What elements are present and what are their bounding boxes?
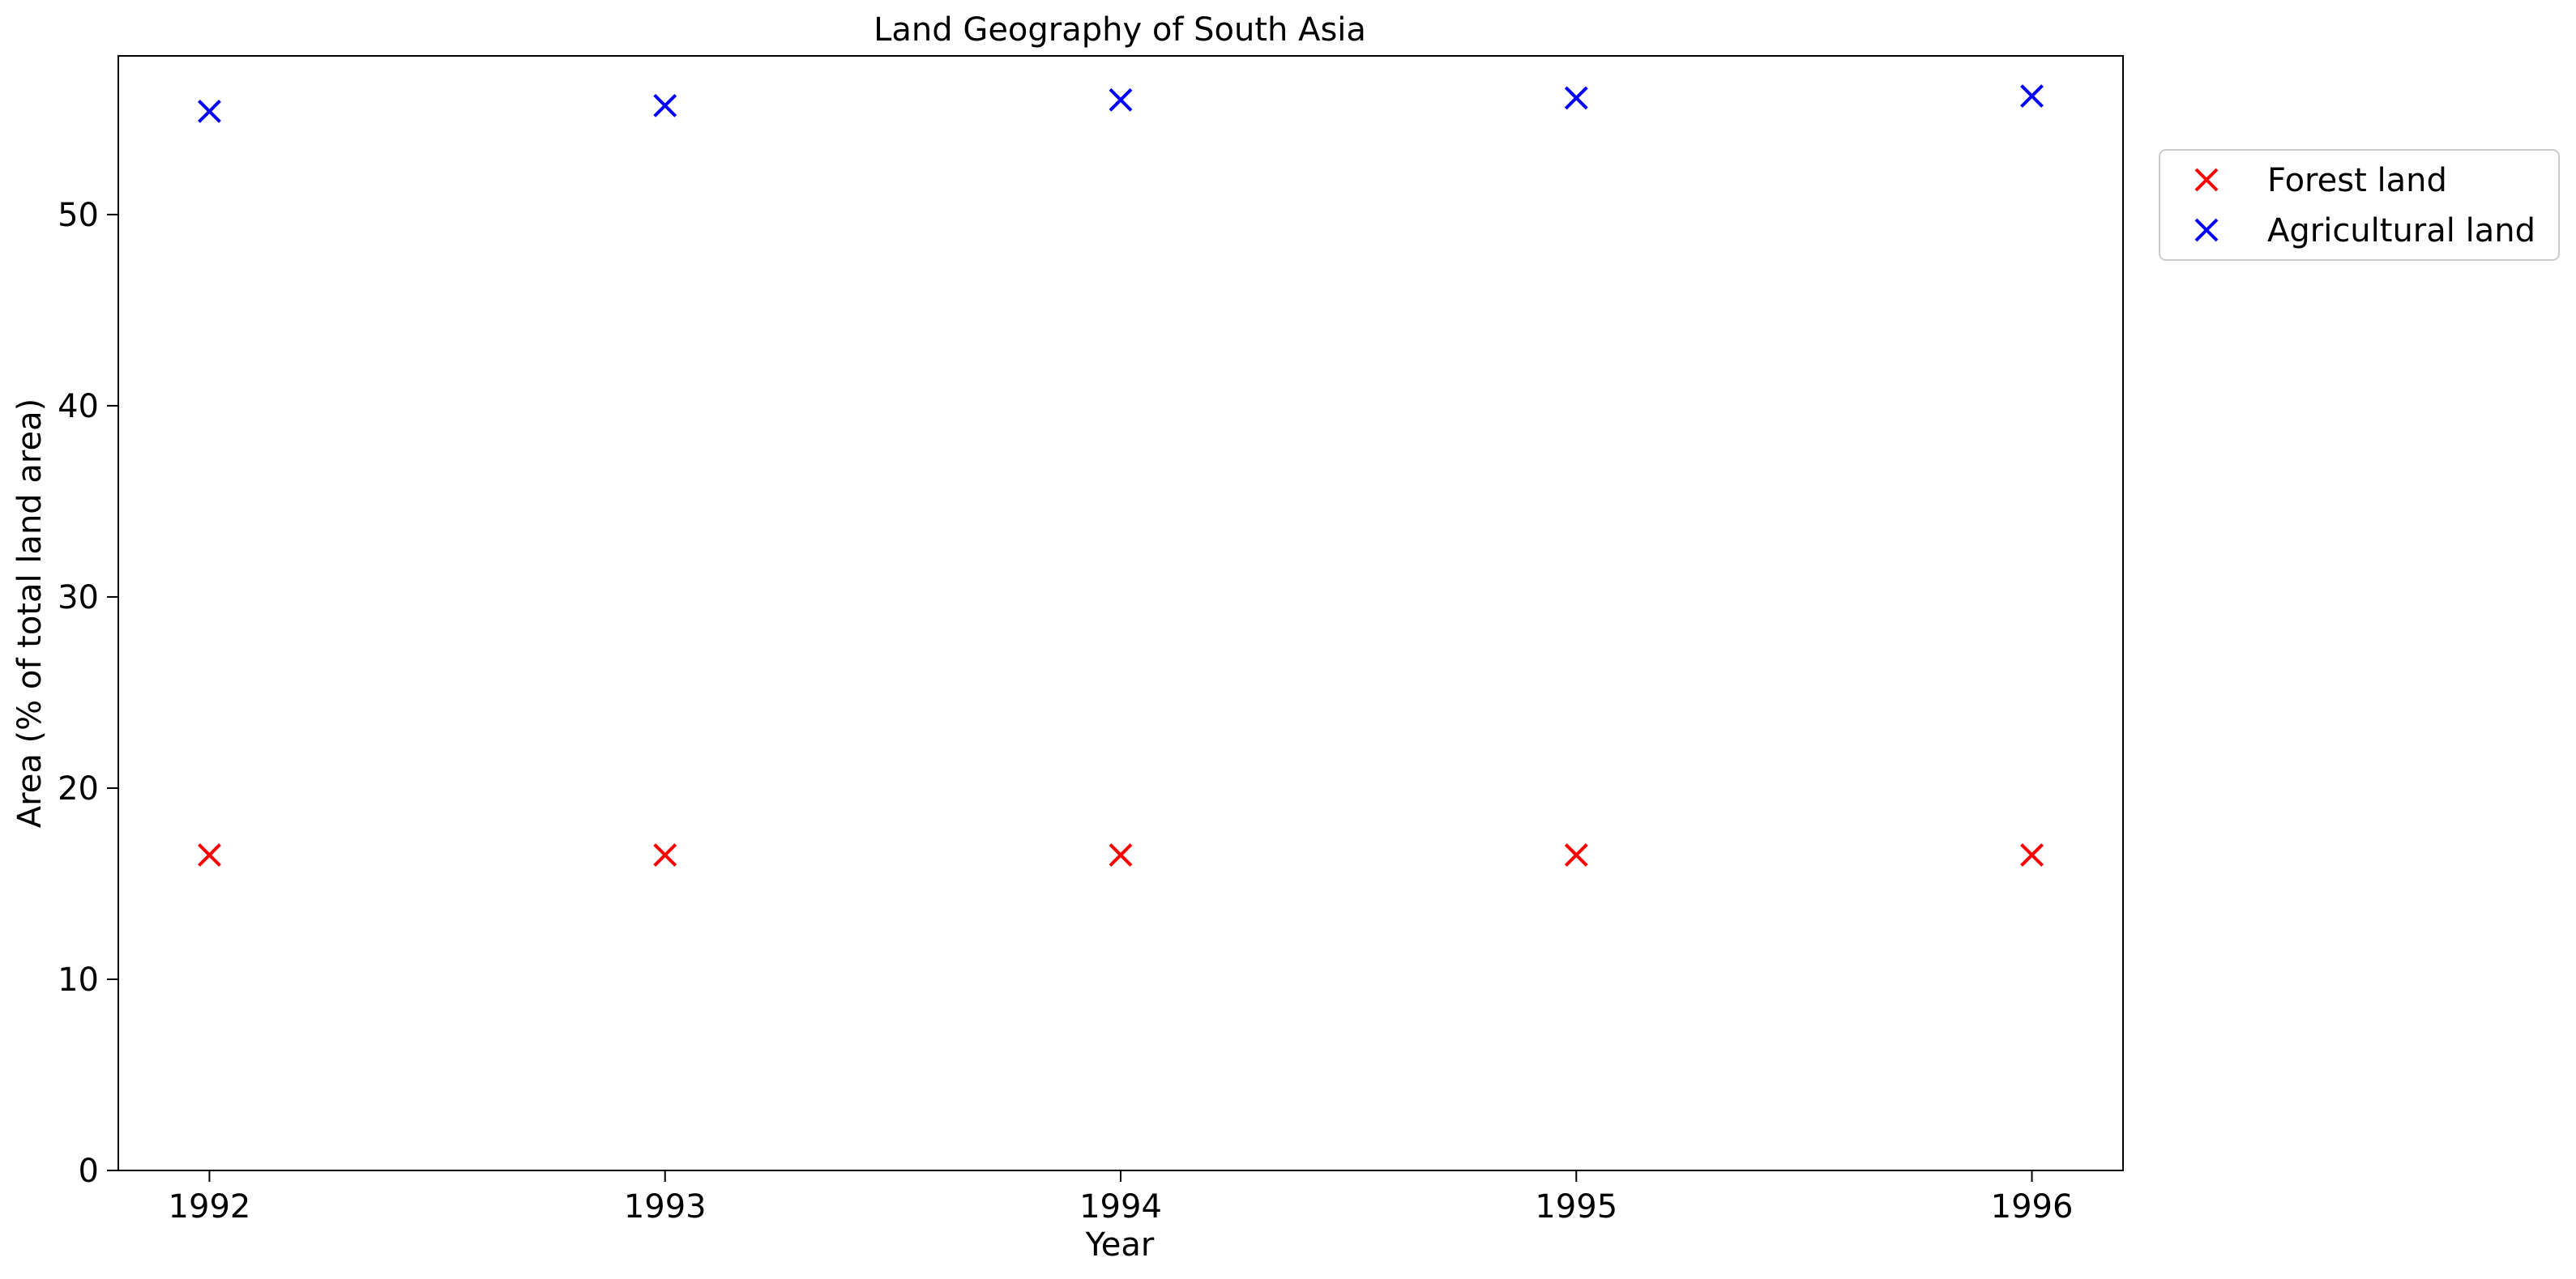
legend: Forest land Agricultural land [2159,149,2560,261]
y-tick-label: 50 [58,197,99,234]
forest-land-point [198,843,221,867]
data-points [198,84,2044,867]
x-tick-label: 1993 [624,1188,707,1226]
y-tick-label: 40 [58,388,99,425]
x-tick-label: 1996 [1991,1188,2074,1226]
legend-label-agricultural-land: Agricultural land [2267,212,2535,249]
forest-land-point [1564,843,1588,867]
y-axis-title: Area (% of total land area) [11,399,49,828]
agricultural-land-point [653,93,677,117]
agricultural-land-point [1109,87,1133,112]
forest-land-point [653,843,677,867]
legend-marker-agricultural-land [2194,218,2219,242]
x-tick-label: 1992 [169,1188,251,1226]
x-axis-ticks: 1992 1993 1994 1995 1996 [169,1170,2074,1226]
agricultural-land-point [1564,86,1588,110]
agricultural-land-point [198,100,221,123]
legend-marker-forest-land [2194,168,2219,192]
x-axis-title: Year [1085,1226,1155,1264]
agricultural-land-point [2020,84,2044,108]
y-tick-label: 20 [58,770,99,808]
x-tick-label: 1994 [1079,1188,1162,1226]
plot-frame [117,55,2124,1171]
forest-land-point [2020,843,2044,867]
y-axis-ticks: 0 10 20 30 40 50 [58,197,118,1190]
y-tick-label: 10 [58,961,99,999]
x-tick-label: 1995 [1535,1188,1617,1226]
y-tick-label: 0 [79,1153,99,1190]
y-tick-label: 30 [58,579,99,616]
forest-land-point [1109,843,1133,867]
legend-label-forest-land: Forest land [2267,162,2447,199]
legend-box [2159,149,2560,261]
chart-title: Land Geography of South Asia [874,11,1366,49]
